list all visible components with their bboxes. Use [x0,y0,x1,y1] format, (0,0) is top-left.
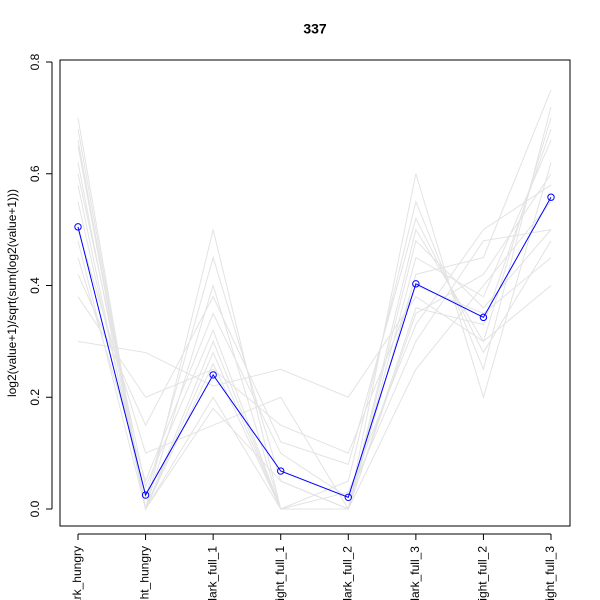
series-line [77,117,552,511]
series-line [77,173,552,510]
point [74,223,82,231]
point [479,313,488,322]
series-line [77,106,552,510]
chart-title: 337 [303,21,327,37]
x-tick-label: light_full_2 [476,546,490,600]
series-line [77,257,552,454]
x-tick-label: dark_hungry [70,546,84,600]
point [547,193,555,201]
series-line [77,196,552,498]
x-tick-label: light_full_3 [543,546,557,600]
series-line [77,229,552,499]
x-tick-label: dark_full_2 [340,546,354,600]
series-line [77,201,552,511]
series-line [77,285,552,398]
point [141,491,150,499]
y-tick-label: 0.4 [28,277,42,294]
x-tick-label: dark_full_3 [408,546,422,600]
series-line [77,229,552,511]
point [209,371,217,379]
y-axis-label: log2(value+1)/sqrt(sum(log2(value+1))) [5,189,19,397]
series-line [77,173,552,510]
point [277,467,285,475]
y-tick-label: 0.8 [28,53,42,70]
point [344,493,352,501]
y-tick-label: 0.2 [28,389,42,406]
series-line [77,89,552,511]
y-tick-label: 0.6 [28,165,42,182]
x-tick-label: light_full_1 [273,546,287,600]
series-line [77,217,552,465]
x-tick-label: light_hungry [138,546,152,600]
plot-box [59,59,571,527]
y-tick-label: 0.0 [28,500,42,517]
point [412,280,420,288]
series-line [77,128,552,511]
x-tick-label: dark_full_1 [205,546,219,600]
